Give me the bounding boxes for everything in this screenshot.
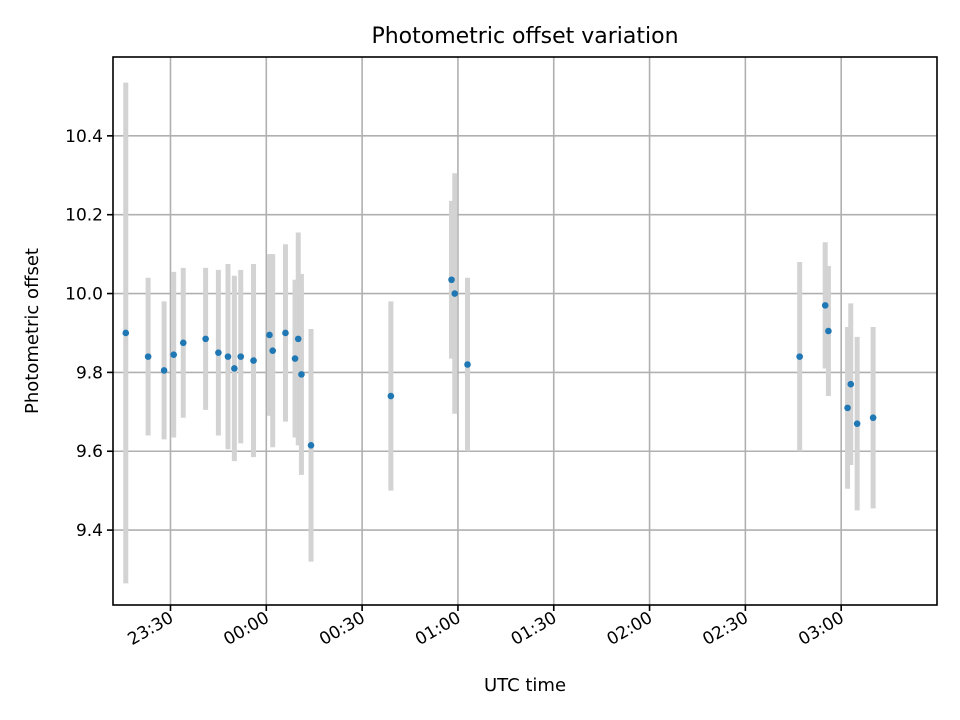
grid-lines [113,57,937,605]
data-point [269,347,276,355]
data-point [202,335,209,343]
data-point [307,442,315,449]
y-tick-label: 10.0 [65,285,103,305]
data-point [291,355,299,362]
y-tick-label: 9.8 [76,363,103,383]
data-point [170,351,177,358]
chart-title: Photometric offset variation [371,24,678,49]
y-tick-label: 9.4 [76,521,103,541]
y-axis-ticks: 9.4 9.6 9.8 10.0 10.2 10.4 [65,127,113,541]
data-point [231,365,238,372]
data-point [847,380,855,388]
data-point [844,404,851,412]
y-tick-label: 10.4 [65,127,103,147]
data-point [250,357,257,364]
data-point [298,371,305,378]
data-point [282,329,289,337]
data-point [237,353,245,360]
data-point [144,353,152,360]
data-point [853,420,861,427]
data-point [224,353,232,360]
y-tick-label: 10.2 [65,206,103,226]
data-point [825,327,832,335]
data-point [387,392,395,400]
y-tick-label: 9.6 [76,442,103,462]
data-point [448,276,455,284]
data-points [122,276,877,449]
x-axis-label: UTC time [484,675,566,696]
data-point [266,331,273,339]
data-point [869,414,877,422]
data-point [215,349,222,356]
y-axis-label: Photometric offset [22,248,43,414]
data-point [122,329,130,337]
data-point [464,361,471,368]
data-point [294,335,302,343]
data-point [796,353,803,360]
data-point [160,367,168,374]
data-point [179,339,187,347]
plot-frame [112,56,938,606]
data-point [451,290,459,297]
data-point [821,302,829,309]
